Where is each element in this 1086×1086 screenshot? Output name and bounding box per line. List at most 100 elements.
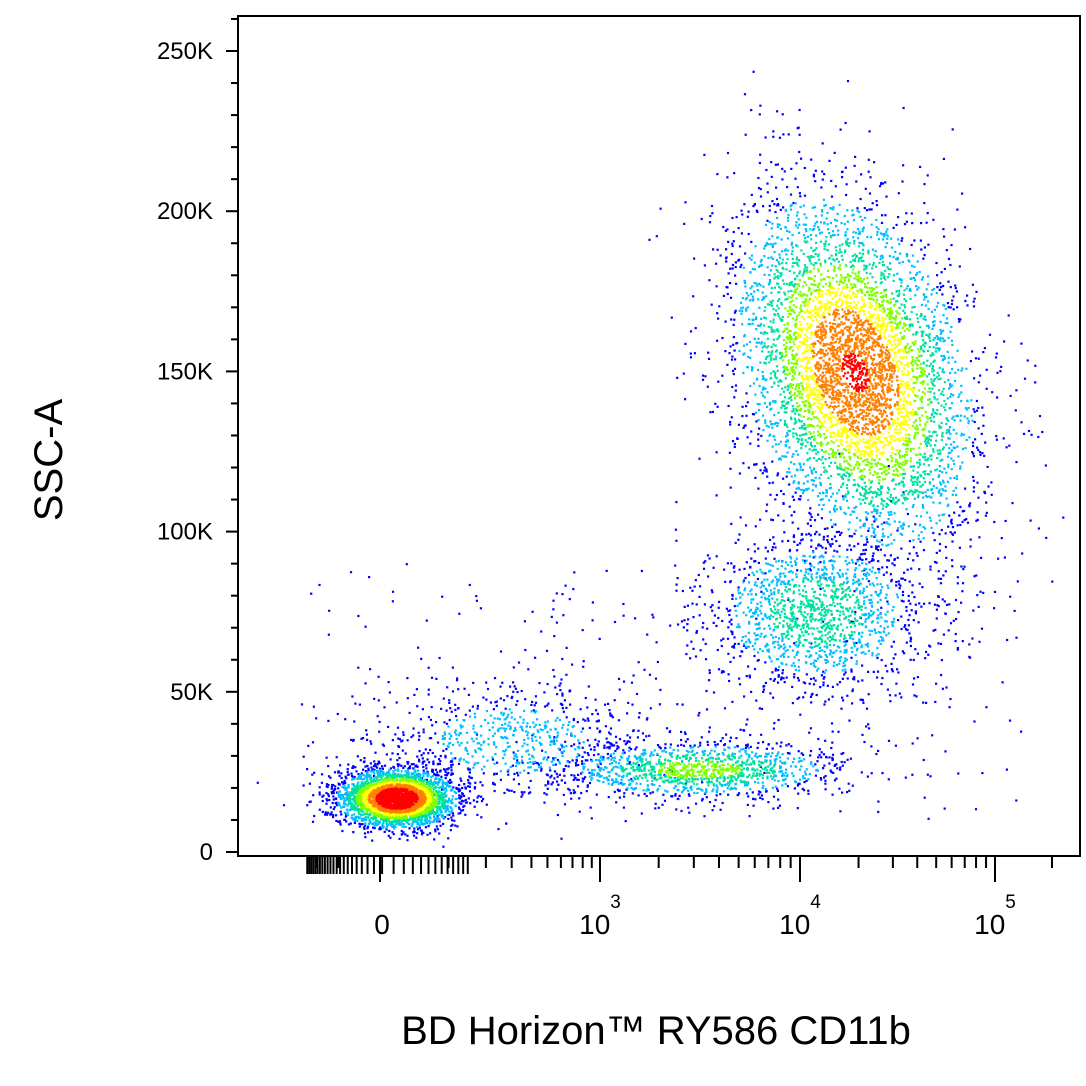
event-point [366, 738, 369, 741]
event-point [833, 508, 836, 511]
event-point [754, 525, 757, 528]
event-point [712, 621, 715, 624]
event-point [957, 318, 960, 321]
event-point [869, 236, 873, 239]
event-point [378, 828, 381, 831]
event-point [853, 164, 856, 167]
event-point [433, 838, 436, 841]
event-point [786, 757, 789, 760]
event-point [655, 235, 658, 238]
event-point [939, 320, 942, 323]
event-point [760, 258, 763, 262]
event-point [613, 790, 616, 793]
event-point [751, 285, 754, 288]
event-point [744, 635, 747, 638]
event-point [774, 667, 777, 670]
event-point [867, 693, 870, 696]
event-point [916, 288, 919, 291]
event-point [950, 302, 953, 306]
event-point [777, 260, 780, 263]
event-point [762, 429, 765, 432]
event-point [737, 586, 740, 589]
event-point [732, 656, 735, 659]
event-point [543, 724, 546, 727]
event-point [337, 771, 340, 774]
event-point [917, 286, 920, 289]
event-point [793, 757, 796, 760]
event-point [959, 505, 962, 509]
event-point [857, 542, 860, 545]
event-point [596, 763, 599, 766]
event-point [948, 407, 951, 410]
event-point [681, 589, 684, 593]
event-point [618, 796, 621, 799]
event-point [434, 768, 438, 771]
event-point [719, 808, 722, 811]
event-point [947, 378, 950, 382]
event-point [813, 224, 816, 227]
event-point [793, 480, 796, 483]
event-point [887, 535, 890, 539]
event-point [648, 734, 651, 737]
event-point [982, 414, 985, 417]
event-point [854, 155, 857, 158]
event-point [610, 758, 613, 761]
event-point [769, 538, 772, 541]
event-point [768, 221, 771, 224]
event-point [647, 789, 650, 792]
event-point [327, 765, 330, 768]
event-point [608, 771, 611, 774]
event-point [867, 249, 870, 252]
event-point [810, 469, 813, 472]
event-point [765, 643, 769, 646]
event-point [799, 778, 802, 781]
event-point [772, 807, 775, 810]
event-point [479, 607, 482, 610]
event-point [373, 760, 376, 763]
event-point [489, 701, 492, 704]
event-point [846, 758, 849, 761]
event-point [900, 577, 903, 580]
event-point [862, 589, 865, 593]
event-point [915, 273, 918, 276]
event-point [446, 813, 449, 817]
event-point [881, 532, 884, 535]
event-point [454, 708, 457, 711]
event-point [763, 627, 766, 630]
event-point [725, 733, 728, 736]
event-point [710, 589, 713, 592]
event-point [799, 569, 803, 572]
event-point [535, 768, 538, 772]
event-point [924, 527, 927, 530]
event-point [380, 768, 383, 771]
event-point [966, 304, 969, 307]
event-point [573, 791, 577, 794]
event-point [753, 268, 757, 271]
event-point [893, 512, 896, 515]
event-point [714, 402, 717, 405]
event-point [902, 522, 905, 525]
event-point [846, 556, 849, 559]
event-point [587, 719, 590, 722]
event-point [919, 515, 923, 518]
event-point [740, 232, 743, 235]
event-point [434, 777, 437, 781]
event-point [762, 688, 765, 691]
event-point [939, 282, 942, 285]
event-point [939, 332, 942, 335]
event-point [890, 645, 893, 648]
event-point [842, 498, 845, 501]
event-point [889, 573, 892, 576]
event-point [855, 180, 858, 183]
event-point [803, 777, 806, 780]
event-point [603, 746, 606, 749]
event-point [961, 640, 964, 643]
event-point [869, 633, 872, 636]
event-point [802, 482, 806, 485]
event-point [926, 488, 929, 491]
event-point [708, 557, 711, 560]
event-point [818, 232, 822, 235]
event-point [777, 675, 780, 678]
event-point [750, 258, 753, 261]
event-point [578, 810, 581, 813]
